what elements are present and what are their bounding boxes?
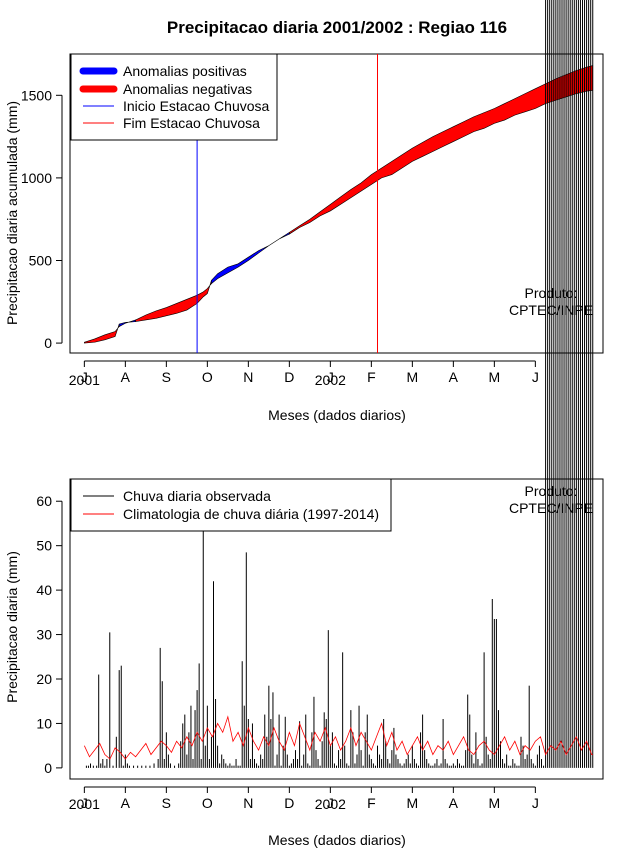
positive-anomaly-area [128,319,136,323]
top-x-tick-label: A [449,369,459,385]
top-x-tick-label: M [407,369,419,385]
bottom-x-axis-label: Meses (dados diarios) [268,832,406,848]
top-year-label: 2001 [69,372,100,388]
bottom-legend: Chuva diaria observada Climatologia de c… [70,478,392,532]
top-x-tick-label: D [284,369,294,385]
climatology-line [83,715,593,760]
top-x-tick-label: M [489,369,501,385]
bottom-x-tick-label: A [121,795,131,811]
bottom-x-tick-label: D [284,795,294,811]
top-y-axis-label: Precipitacao diaria acumulada (mm) [4,101,20,325]
top-x-tick-label: O [202,369,213,385]
top-y-tick-label: 1500 [21,87,52,103]
bottom-x-tick-label: M [407,795,419,811]
top-y-tick-label: 1000 [21,170,52,186]
bottom-x-tick-label: J [81,795,88,811]
bottom-x-tick-label: O [202,795,213,811]
bottom-y-tick-label: 20 [36,671,52,687]
top-plot-frame [69,53,604,354]
bottom-year-label: 2001 [69,796,100,812]
bottom-year-label: 2002 [315,796,346,812]
negative-anomaly-area [135,285,211,322]
bottom-y-tick-label: 40 [36,582,52,598]
bottom-x-tick-label: F [367,795,376,811]
bottom-product-label-line2: CPTEC/INPE [509,500,593,516]
positive-anomaly-area [268,238,280,246]
bottom-x-tick-label: M [489,795,501,811]
bottom-x-tick-label: J [532,795,539,811]
top-x-axis-label: Meses (dados diarios) [268,407,406,423]
legend-label-positive: Anomalias positivas [123,63,247,79]
top-x-tick-label: F [367,369,376,385]
positive-anomaly-area [278,231,290,240]
bottom-x-tick-label: A [449,795,459,811]
legend-label-observed: Chuva diaria observada [123,488,271,504]
top-y-tick-label: 0 [44,335,52,351]
bottom-x-tick-label: N [243,795,253,811]
top-x-tick-label: N [243,369,253,385]
bottom-legend-box [70,478,392,532]
positive-anomaly-area [118,321,129,328]
bottom-y-axis-label: Precipitacao diaria (mm) [4,551,20,703]
legend-label-end: Fim Estacao Chuvosa [123,115,260,131]
legend-label-start: Inicio Estacao Chuvosa [123,98,270,114]
bottom-y-tick-label: 10 [36,715,52,731]
bottom-y-tick-label: 50 [36,538,52,554]
bottom-y-tick-label: 30 [36,627,52,643]
chart-title: Precipitacao diaria 2001/2002 : Regiao 1… [167,18,507,37]
top-year-label: 2002 [315,372,346,388]
legend-label-negative: Anomalias negativas [123,81,252,97]
negative-anomaly-area [84,328,119,344]
legend-label-climatology: Climatologia de chuva diária (1997-2014) [123,506,379,522]
positive-anomaly-area [211,245,270,285]
bottom-y-tick-label: 0 [44,760,52,776]
bottom-x-tick-label: S [162,795,171,811]
top-x-tick-label: S [162,369,171,385]
bottom-product-label-line1: Produto: [525,483,578,499]
top-y-tick-label: 500 [29,252,53,268]
top-x-tick-label: A [121,369,131,385]
bottom-x-tick-label: J [327,795,334,811]
top-x-tick-label: J [327,369,334,385]
top-legend: Anomalias positivas Anomalias negativas … [70,53,278,141]
bottom-y-tick-label: 60 [36,493,52,509]
top-x-tick-label: J [532,369,539,385]
top-product-label-line1: Produto: [525,285,578,301]
top-x-tick-label: J [81,369,88,385]
